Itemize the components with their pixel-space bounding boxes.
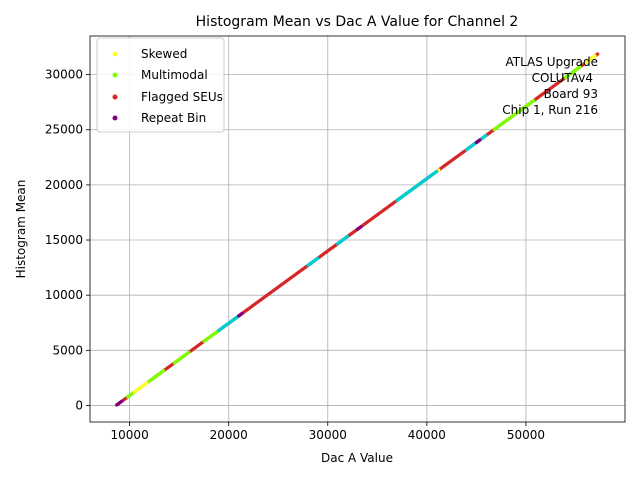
annotation-line-2: COLUTAv4 xyxy=(532,71,593,85)
legend-marker-repeat-bin xyxy=(112,115,118,121)
annotation-line-3: Board 93 xyxy=(544,87,598,101)
y-tick-label: 15000 xyxy=(45,233,83,247)
data-point-repeat-bin xyxy=(359,225,363,229)
data-point-multimodal xyxy=(162,369,166,373)
y-tick-label: 20000 xyxy=(45,178,83,192)
data-point-flagged-seus xyxy=(596,52,600,56)
y-tick-label: 25000 xyxy=(45,123,83,137)
x-tick-label: 30000 xyxy=(309,428,347,442)
legend-label-flagged-seus: Flagged SEUs xyxy=(141,90,223,104)
y-tick-label: 0 xyxy=(75,398,83,412)
x-tick-label: 20000 xyxy=(210,428,248,442)
data-point-repeat-bin xyxy=(120,399,124,403)
plot-frame xyxy=(89,35,626,423)
legend-entry-multimodal: Multimodal xyxy=(112,68,208,82)
data-point-skewed xyxy=(145,381,149,385)
data-point-extra xyxy=(484,133,488,138)
annotation-line-1: ATLAS Upgrade xyxy=(505,55,598,69)
data-point-multimodal xyxy=(532,99,536,103)
chart-title: Histogram Mean vs Dac A Value for Channe… xyxy=(196,14,519,30)
data-point-repeat-bin xyxy=(478,138,482,142)
data-point-extra xyxy=(345,235,349,239)
data-point-multimodal xyxy=(187,350,191,354)
y-tick-label: 10000 xyxy=(45,288,83,302)
axis-ticks: 10000 20000 30000 40000 50000 0 5000 10000 15000… xyxy=(45,68,545,442)
legend-label-multimodal: Multimodal xyxy=(141,68,208,82)
x-tick-label: 40000 xyxy=(408,428,446,442)
x-tick-label: 50000 xyxy=(507,428,545,442)
data-point-skewed xyxy=(593,54,597,58)
legend-marker-flagged-seus xyxy=(112,94,118,100)
legend-marker-skewed xyxy=(112,51,118,57)
data-point-multimodal xyxy=(578,65,582,69)
chart-annotation: ATLAS Upgrade COLUTAv4 Board 93 Chip 1, … xyxy=(502,55,598,117)
legend-label-repeat-bin: Repeat Bin xyxy=(141,111,206,125)
y-tick-label: 30000 xyxy=(45,68,83,82)
data-point-extra xyxy=(316,256,320,260)
legend-entry-repeat-bin: Repeat Bin xyxy=(112,111,206,125)
legend: Skewed Multimodal Flagged SEUs Repeat Bi… xyxy=(96,37,225,133)
legend-entry-skewed: Skewed xyxy=(112,47,187,61)
y-axis-label: Histogram Mean xyxy=(14,180,28,279)
legend-marker-multimodal xyxy=(112,72,118,78)
x-tick-label: 10000 xyxy=(111,428,149,442)
legend-label-skewed: Skewed xyxy=(141,47,187,61)
data-points xyxy=(115,52,600,407)
x-axis-label: Dac A Value xyxy=(321,451,393,465)
data-point-extra xyxy=(435,169,439,174)
annotation-line-4: Chip 1, Run 216 xyxy=(502,103,598,117)
legend-box xyxy=(96,37,225,133)
legend-entry-flagged-seus: Flagged SEUs xyxy=(112,90,223,104)
data-point-repeat-bin xyxy=(240,311,244,316)
y-tick-label: 5000 xyxy=(52,343,83,357)
